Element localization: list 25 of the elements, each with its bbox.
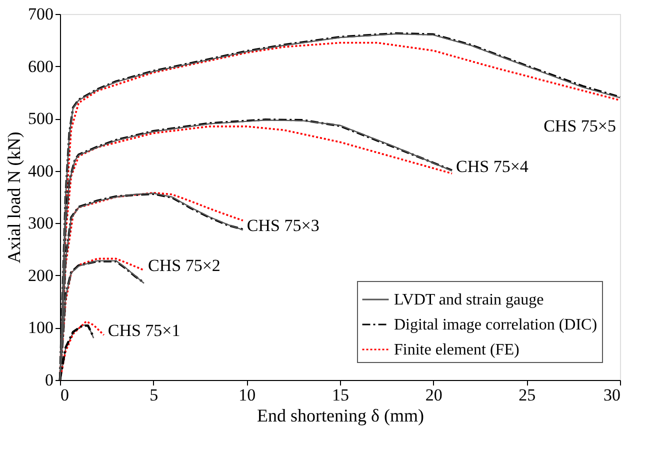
y-tick-label: 300 — [28, 214, 54, 233]
y-tick-label: 400 — [28, 161, 54, 180]
annotation: CHS 75×3 — [246, 216, 320, 235]
y-tick-label: 600 — [28, 56, 54, 76]
x-tick-label: 10 — [238, 386, 256, 404]
annotation: CHS 75×1 — [108, 321, 180, 340]
y-axis-title: Axial load N (kN) — [4, 132, 24, 264]
legend-label: Digital image correlation (DIC) — [394, 316, 598, 334]
y-tick-label: 200 — [28, 266, 54, 285]
y-tick-label: 100 — [28, 318, 54, 338]
y-tick-label: 500 — [28, 109, 54, 128]
x-tick-label: 0 — [60, 386, 69, 404]
y-tick-label: 0 — [45, 370, 54, 390]
y-tick-label: 700 — [28, 4, 54, 24]
x-tick-label: 5 — [150, 386, 158, 404]
x-tick-label: 30 — [604, 386, 620, 404]
annotation: CHS 75×2 — [148, 256, 220, 276]
annotation: CHS 75×5 — [544, 116, 616, 136]
x-tick-label: 25 — [518, 386, 536, 404]
legend-label: Finite element (FE) — [394, 342, 520, 358]
x-tick-label: 15 — [332, 386, 349, 404]
legend-label: LVDT and strain gauge — [394, 292, 544, 308]
annotation: CHS 75×4 — [456, 156, 529, 176]
x-tick-label: 20 — [425, 386, 442, 404]
x-axis-title: End shortening δ (mm) — [257, 406, 424, 426]
